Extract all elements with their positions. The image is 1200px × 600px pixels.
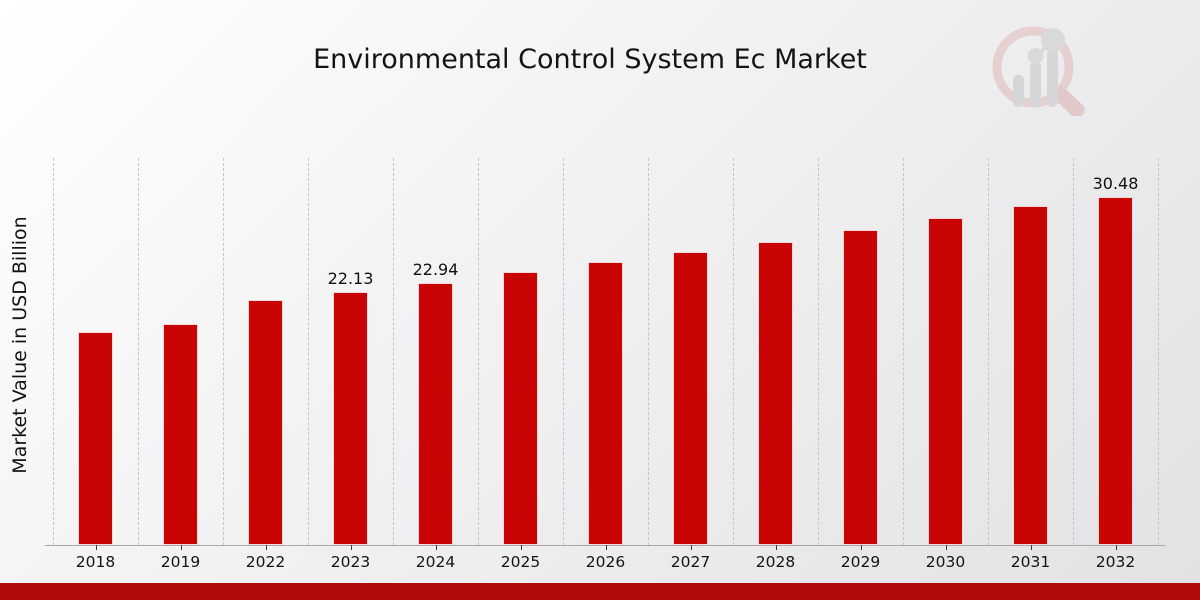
x-tick-label-2024: 2024 [415, 553, 456, 571]
bar-2028 [758, 242, 793, 545]
x-tick-label-2018: 2018 [75, 553, 116, 571]
x-axis-line [45, 545, 1165, 546]
gridline [53, 158, 54, 545]
chart-title: Environmental Control System Ec Market [313, 44, 867, 75]
gridline [903, 158, 904, 545]
gridline [818, 158, 819, 545]
x-axis-tick [95, 545, 97, 550]
bar-2019 [163, 324, 198, 545]
bar-2026 [588, 262, 623, 545]
x-axis-tick [180, 545, 182, 550]
bar-2027 [673, 252, 708, 545]
x-axis-tick [690, 545, 692, 550]
x-tick-label-2025: 2025 [500, 553, 541, 571]
gridline [1073, 158, 1074, 545]
bar-value-label-2023: 22.13 [327, 269, 374, 288]
x-tick-label-2027: 2027 [670, 553, 711, 571]
bar-2018 [78, 332, 113, 545]
x-tick-label-2030: 2030 [925, 553, 966, 571]
x-axis-tick [1115, 545, 1117, 550]
x-axis-tick [435, 545, 437, 550]
x-axis-tick [605, 545, 607, 550]
bar-2022 [248, 300, 283, 545]
x-axis-tick [520, 545, 522, 550]
x-tick-label-2022: 2022 [245, 553, 286, 571]
x-axis-tick [265, 545, 267, 550]
market-research-future-logo-icon [992, 26, 1085, 116]
x-tick-label-2032: 2032 [1095, 553, 1136, 571]
gridline [563, 158, 564, 545]
x-tick-label-2026: 2026 [585, 553, 626, 571]
gridline [733, 158, 734, 545]
x-tick-label-2031: 2031 [1010, 553, 1051, 571]
x-axis-tick [1030, 545, 1032, 550]
bar-2030 [928, 218, 963, 545]
bar-2023 [333, 292, 368, 545]
gridline [478, 158, 479, 545]
gridline [138, 158, 139, 545]
bar-2031 [1013, 206, 1048, 545]
x-tick-label-2019: 2019 [160, 553, 201, 571]
gridline [988, 158, 989, 545]
gridline [223, 158, 224, 545]
gridline [1158, 158, 1159, 545]
gridline [308, 158, 309, 545]
bar-2029 [843, 230, 878, 545]
x-tick-label-2028: 2028 [755, 553, 796, 571]
x-tick-label-2029: 2029 [840, 553, 881, 571]
x-axis-tick [945, 545, 947, 550]
footer-red-band [0, 583, 1200, 600]
bar-value-label-2024: 22.94 [412, 260, 459, 279]
bar-value-label-2032: 30.48 [1092, 174, 1139, 193]
x-axis-tick [350, 545, 352, 550]
bar-2025 [503, 272, 538, 545]
gridline [393, 158, 394, 545]
x-tick-label-2023: 2023 [330, 553, 371, 571]
bar-2024 [418, 283, 453, 545]
x-axis-tick [775, 545, 777, 550]
x-axis-tick [860, 545, 862, 550]
bar-2032 [1098, 197, 1133, 545]
gridline [648, 158, 649, 545]
